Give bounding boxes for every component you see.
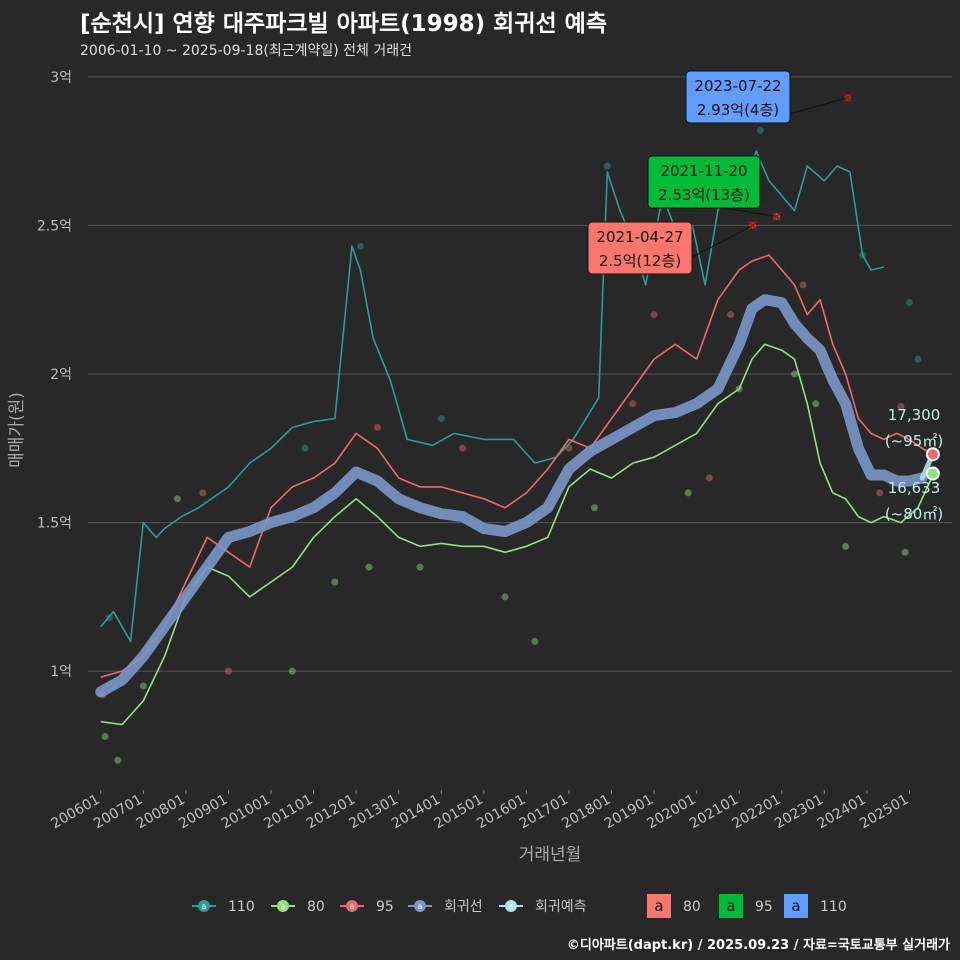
legend-box xyxy=(719,894,743,918)
legend-swatch-dot xyxy=(277,900,289,912)
annotation-box xyxy=(685,70,791,124)
legend-box xyxy=(784,894,808,918)
annotation-box xyxy=(647,155,761,209)
regression-line xyxy=(95,294,928,698)
scatter-point xyxy=(756,126,764,134)
scatter-point xyxy=(501,593,509,601)
scatter-point xyxy=(288,667,296,675)
scatter-point xyxy=(842,542,850,550)
chart-subtitle: 2006-01-10 ~ 2025-09-18(최근계약일) 전체 거래건 xyxy=(80,43,412,59)
legend-swatch-dot xyxy=(346,900,358,912)
legend-swatch-dot xyxy=(505,900,517,912)
scatter-point xyxy=(173,495,181,503)
scatter-point xyxy=(705,474,713,482)
scatter-point xyxy=(373,423,381,431)
annotation-marker xyxy=(843,93,853,103)
scatter-point xyxy=(914,355,922,363)
annotation-leader xyxy=(723,207,777,218)
legend-label: 회귀예측 xyxy=(535,899,587,915)
end-label-area: (~95㎡) xyxy=(885,432,943,450)
legend-swatch-dot xyxy=(414,900,426,912)
annotation-box xyxy=(587,221,693,275)
scatter-point xyxy=(114,756,122,764)
y-tick-label: 2.5억 xyxy=(37,218,72,234)
annotation-label: 2023-07-22 2.93억(4층) xyxy=(685,70,853,124)
legend-box-glyph: a xyxy=(791,897,800,915)
scatter-point xyxy=(531,637,539,645)
legend-label: 회귀선 xyxy=(444,899,483,915)
y-tick-label: 1억 xyxy=(50,664,72,680)
scatter-point xyxy=(629,400,637,408)
legend-swatch-glyph: a xyxy=(509,902,514,911)
scatter-point xyxy=(650,311,658,319)
annotation-date: 2023-07-22 xyxy=(694,77,781,95)
end-label-area: (~80㎡) xyxy=(885,505,943,523)
scatter-point xyxy=(901,548,909,556)
annotation-value: 2.5억(12층) xyxy=(599,252,681,270)
scatter-point xyxy=(224,667,232,675)
annotation-marker xyxy=(772,211,782,222)
scatter-point xyxy=(139,682,147,690)
scatter-point xyxy=(812,400,820,408)
y-tick-label: 3억 xyxy=(50,70,72,86)
scatter-point xyxy=(799,281,807,289)
scatter-point xyxy=(459,444,467,452)
legend-label: 95 xyxy=(376,899,394,915)
legend-box-glyph: a xyxy=(654,897,663,915)
scatter-point xyxy=(365,563,373,571)
x-tick-label: 202501 xyxy=(857,792,911,833)
endpoint-marker xyxy=(925,447,940,462)
scatter-point xyxy=(331,578,339,586)
legend-box-label: 80 xyxy=(683,899,701,915)
y-tick-label: 1.5억 xyxy=(37,516,72,532)
endpoint-marker xyxy=(925,466,940,481)
annotation-value: 2.53억(13층) xyxy=(658,186,750,204)
scatter-point xyxy=(590,504,598,512)
scatter-point xyxy=(603,162,611,170)
x-axis-title: 거래년월 xyxy=(519,845,582,865)
annotation-date: 2021-04-27 xyxy=(596,228,683,246)
legend-swatch-dot xyxy=(198,900,210,912)
annotation-marker xyxy=(748,220,758,230)
scatter-point xyxy=(199,489,207,497)
scatter-point xyxy=(684,489,692,497)
legend-swatch-glyph: a xyxy=(281,902,286,911)
series-line-95 xyxy=(100,254,934,678)
scatter-point xyxy=(301,444,309,452)
legend-box-glyph: a xyxy=(726,897,735,915)
scatter-point xyxy=(101,733,109,741)
legend-box-label: 110 xyxy=(820,899,847,915)
end-label-value: 16,633 xyxy=(888,479,941,497)
series-line-80 xyxy=(100,343,934,726)
annotation-date: 2021-11-20 xyxy=(660,162,747,180)
chart-caption: ©디아파트(dapt.kr) / 2025.09.23 / 자료=국토교통부 실… xyxy=(566,938,950,953)
chart-title: [순천시] 연향 대주파크빌 아파트(1998) 회귀선 예측 xyxy=(80,11,607,37)
scatter-point xyxy=(356,242,364,250)
scatter-point xyxy=(876,489,884,497)
legend-swatch-glyph: a xyxy=(418,902,423,911)
legend-label: 110 xyxy=(228,899,255,915)
legend-box xyxy=(647,894,671,918)
annotation-value: 2.93억(4층) xyxy=(697,101,779,119)
y-tick-label: 2억 xyxy=(50,367,72,383)
scatter-point xyxy=(791,370,799,378)
legend: a 110 a 80 a 95 a 회귀선 a 회귀예측 a 80 a 95 a 110 xyxy=(192,894,847,918)
scatter-point xyxy=(897,403,905,411)
legend-swatch-glyph: a xyxy=(202,902,207,911)
annotation-label: 2021-11-20 2.53억(13층) xyxy=(647,155,782,222)
legend-label: 80 xyxy=(307,899,325,915)
legend-swatch-glyph: a xyxy=(350,902,355,911)
legend-box-label: 95 xyxy=(755,899,773,915)
series-line-110 xyxy=(100,150,885,643)
scatter-point xyxy=(905,299,913,307)
scatter-point xyxy=(437,415,445,423)
scatter-point xyxy=(727,311,735,319)
y-axis-title: 매매가(원) xyxy=(7,392,27,468)
end-label-value: 17,300 xyxy=(888,406,941,424)
scatter-point xyxy=(416,563,424,571)
annotation-label: 2021-04-27 2.5억(12층) xyxy=(587,220,758,275)
